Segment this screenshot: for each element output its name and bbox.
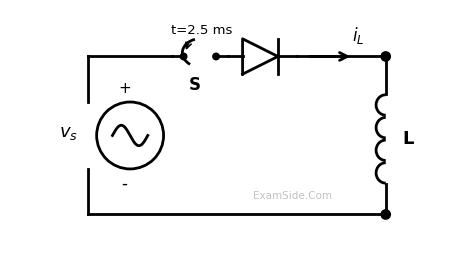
Text: ExamSide.Com: ExamSide.Com [253,191,332,201]
Circle shape [381,210,391,219]
Circle shape [381,52,391,61]
Text: $i_L$: $i_L$ [352,25,364,46]
Circle shape [180,53,187,60]
Text: S: S [189,76,201,94]
Circle shape [213,53,219,60]
Text: +: + [118,81,131,96]
Text: t=2.5 ms: t=2.5 ms [172,24,233,37]
Text: L: L [402,130,413,148]
Text: -: - [122,175,128,192]
Text: $v_s$: $v_s$ [59,124,78,142]
